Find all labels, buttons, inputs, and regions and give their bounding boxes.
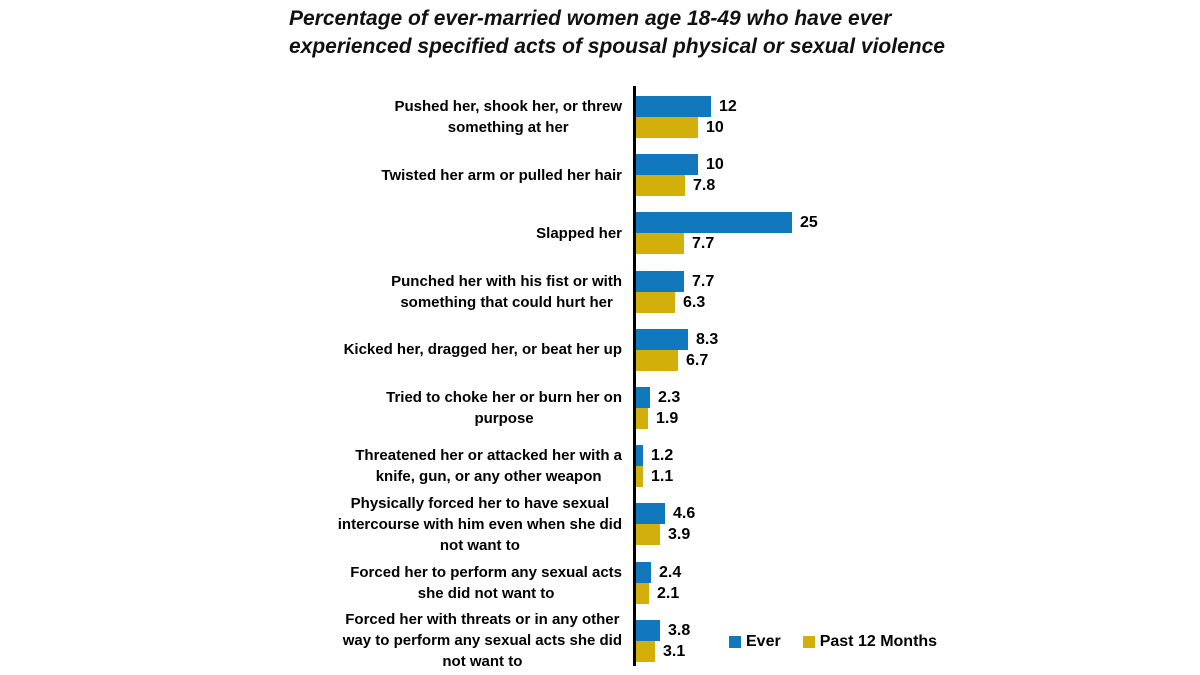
legend-swatch-past-12-months (802, 636, 815, 648)
category-label: Kicked her, dragged her, or beat her up (343, 341, 622, 359)
ever-bar (636, 445, 643, 467)
past-12-months-bar (636, 582, 649, 604)
ever-value-label: 10 (706, 156, 724, 174)
category-label-wrap: Forced her with threats or in any other … (0, 611, 622, 670)
ever-value-label: 25 (800, 214, 818, 232)
past-12-months-value-label: 1.1 (651, 468, 674, 486)
ever-bar (636, 503, 665, 525)
past-12-months-bar (636, 175, 685, 197)
past-12-months-bar (636, 640, 655, 662)
ever-bar (636, 619, 660, 641)
ever-bar (636, 96, 711, 117)
ever-value-label: 2.3 (658, 389, 681, 406)
past-12-months-bar (636, 291, 675, 313)
past-12-months-bar (636, 233, 684, 255)
category-label-wrap: Slapped her (0, 212, 622, 254)
ever-bar (636, 270, 684, 292)
past-12-months-bar (636, 117, 698, 138)
ever-value-label: 12 (719, 98, 737, 115)
past-12-months-bar (636, 466, 643, 488)
y-axis-line (633, 86, 636, 666)
category-label-wrap: Twisted her arm or pulled her hair (0, 154, 622, 196)
past-12-months-value-label: 10 (706, 119, 724, 136)
category-label-wrap: Threatened her or attacked her with a kn… (0, 445, 622, 487)
past-12-months-value-label: 7.8 (693, 177, 716, 195)
ever-bar (636, 328, 688, 350)
category-label: Forced her to perform any sexual acts sh… (350, 563, 622, 602)
past-12-months-value-label: 3.1 (663, 642, 686, 660)
category-label-wrap: Physically forced her to have sexual int… (0, 495, 622, 554)
legend: Ever Past 12 Months (729, 633, 937, 651)
chart-title: Percentage of ever-married women age 18-… (289, 7, 945, 58)
past-12-months-bar (636, 408, 648, 429)
past-12-months-value-label: 6.7 (686, 351, 709, 369)
past-12-months-value-label: 3.9 (668, 526, 691, 544)
past-12-months-value-label: 7.7 (692, 235, 715, 253)
past-12-months-value-label: 6.3 (683, 293, 706, 311)
ever-bar (636, 561, 651, 583)
past-12-months-value-label: 1.9 (656, 410, 679, 427)
category-label: Tried to choke her or burn her on purpos… (386, 389, 622, 427)
category-label: Twisted her arm or pulled her hair (381, 166, 622, 184)
category-label-wrap: Tried to choke her or burn her on purpos… (0, 387, 622, 429)
ever-value-label: 4.6 (673, 505, 696, 523)
ever-bar (636, 387, 650, 408)
ever-value-label: 7.7 (692, 272, 715, 290)
past-12-months-bar (636, 349, 678, 371)
legend-swatch-ever (729, 636, 741, 648)
category-label: Forced her with threats or in any other … (342, 611, 622, 671)
category-label-wrap: Punched her with his fist or with someth… (0, 271, 622, 313)
ever-value-label: 1.2 (651, 447, 674, 465)
ever-value-label: 3.8 (668, 621, 691, 639)
category-label: Slapped her (536, 224, 622, 242)
legend-label-past-12-months: Past 12 Months (819, 633, 938, 650)
ever-bar (636, 212, 792, 234)
legend-label-ever: Ever (746, 633, 781, 650)
ever-value-label: 2.4 (659, 563, 682, 581)
ever-bar (636, 154, 698, 176)
category-label-wrap: Pushed her, shook her, or threw somethin… (0, 96, 622, 138)
past-12-months-bar (636, 524, 660, 546)
category-label: Physically forced her to have sexual int… (337, 494, 622, 554)
category-label-wrap: Kicked her, dragged her, or beat her up (0, 329, 622, 371)
category-label: Pushed her, shook her, or threw somethin… (394, 98, 622, 136)
category-label: Punched her with his fist or with someth… (391, 272, 622, 311)
ever-value-label: 8.3 (696, 330, 719, 348)
category-label: Threatened her or attacked her with a kn… (355, 447, 622, 486)
past-12-months-value-label: 2.1 (657, 584, 680, 602)
category-label-wrap: Forced her to perform any sexual acts sh… (0, 562, 622, 604)
